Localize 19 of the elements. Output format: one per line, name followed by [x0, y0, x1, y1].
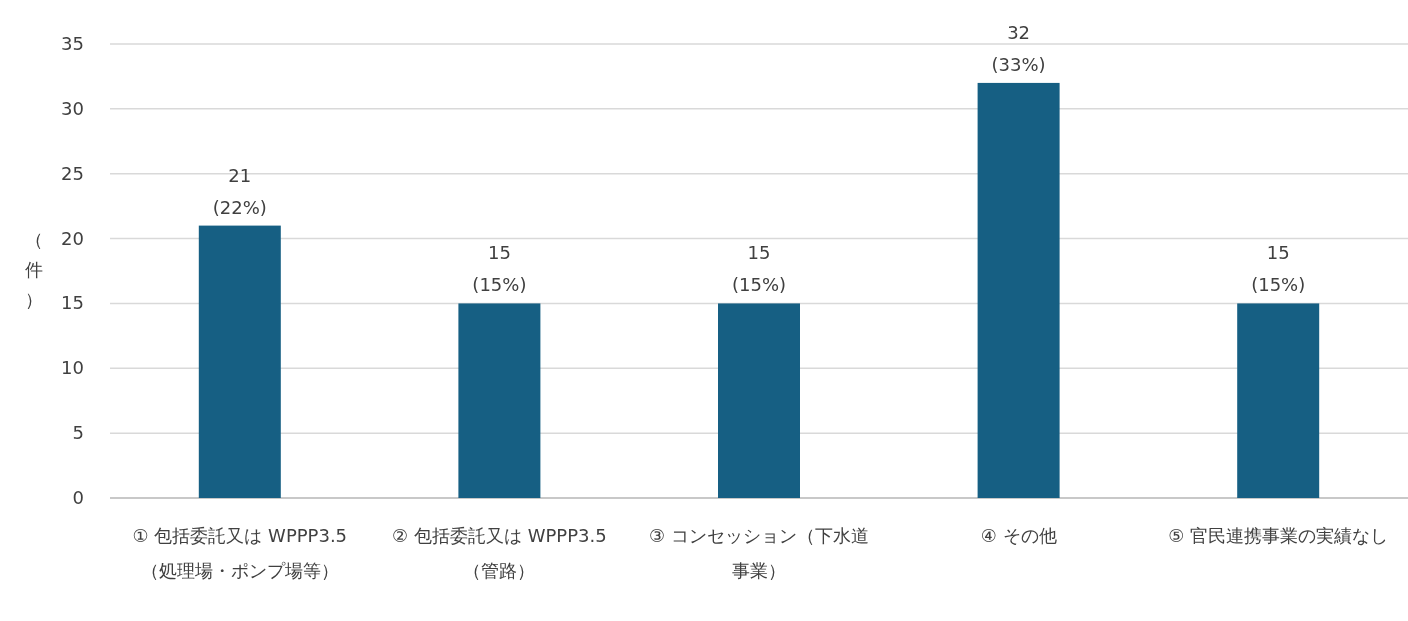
y-tick-label: 30 — [61, 97, 84, 119]
bar — [977, 82, 1060, 498]
ylabel: （件） — [25, 229, 43, 310]
bar — [1237, 303, 1320, 498]
y-tick-label: 15 — [61, 292, 84, 314]
x-tick-label: ① 包括委託又は WPPP3.5（処理場・ポンプ場等） — [132, 525, 348, 581]
y-tick-label: 25 — [61, 162, 84, 184]
y-tick-label: 35 — [61, 33, 84, 54]
bar — [198, 225, 281, 498]
bar — [458, 303, 541, 498]
x-tick-label: ⑤ 官民連携事業の実績なし — [1168, 525, 1389, 546]
y-tick-label: 5 — [72, 422, 84, 444]
x-tick-label: ③ コンセッション（下水道事業） — [649, 525, 869, 581]
x-tick-label: ④ その他 — [980, 525, 1057, 546]
y-tick-label: 0 — [72, 487, 84, 508]
bar — [718, 303, 800, 498]
y-tick-label: 10 — [61, 357, 84, 379]
y-tick-label: 20 — [61, 227, 84, 249]
x-tick-label: ② 包括委託又は WPPP3.5（管路） — [392, 525, 607, 581]
